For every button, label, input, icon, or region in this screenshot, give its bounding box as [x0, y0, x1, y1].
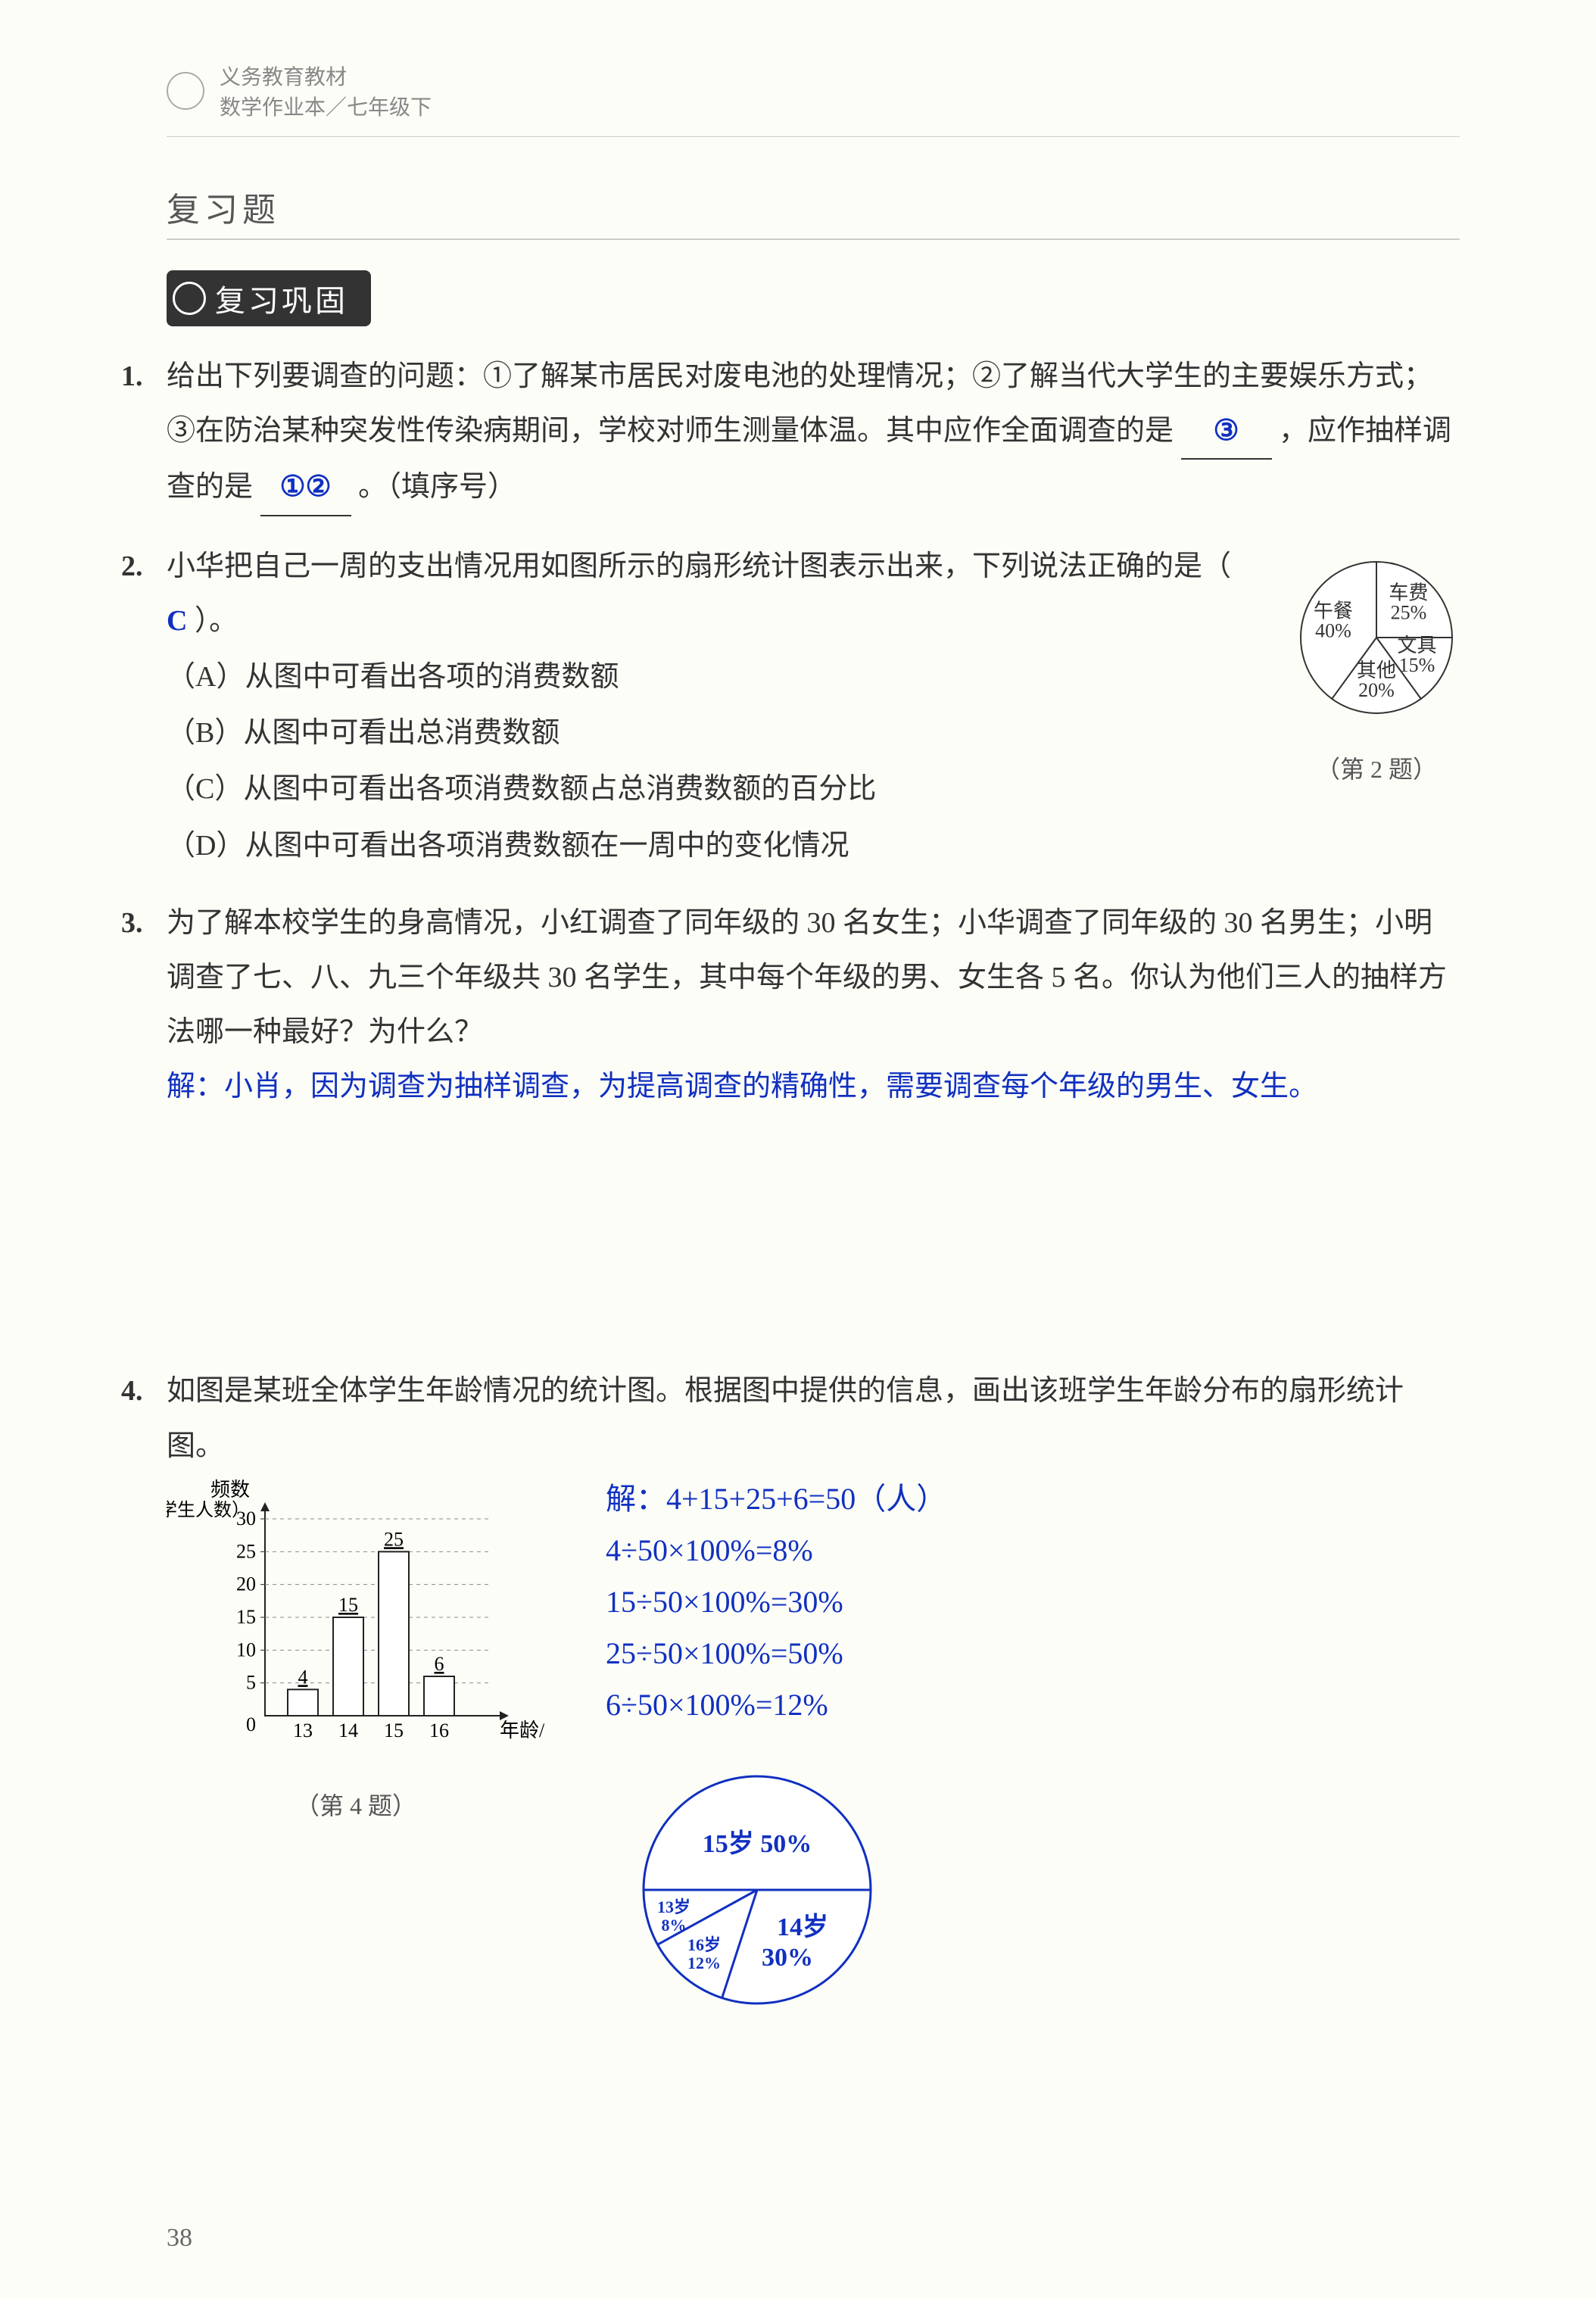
q2-pie-chart: 车费25% 文具15%其他20% 午餐40% — [1293, 554, 1460, 721]
header-line2: 数学作业本／七年级下 — [220, 96, 432, 120]
header-text: 义务教育教材 数学作业本／七年级下 — [220, 61, 432, 121]
q2-option-a: （A）从图中可看出各项的消费数额 — [167, 650, 1248, 704]
svg-text:20: 20 — [236, 1573, 256, 1595]
q4-calc-4: 6÷50×100%=12% — [606, 1679, 946, 1731]
q1-text-c: 。（填序号） — [358, 471, 516, 503]
q4-text: 如图是某班全体学生年龄情况的统计图。根据图中提供的信息，画出该班学生年龄分布的扇… — [167, 1375, 1404, 1461]
badge-text: 复习巩固 — [215, 276, 348, 320]
review-badge: 复习巩固 — [167, 270, 371, 326]
q4-calc-1: 4÷50×100%=8% — [606, 1525, 946, 1576]
q2-options: （A）从图中可看出各项的消费数额 （B）从图中可看出总消费数额 （C）从图中可看… — [167, 650, 1248, 873]
spacer — [167, 1137, 1460, 1273]
svg-text:14: 14 — [338, 1720, 358, 1741]
q4-calc-2: 15÷50×100%=30% — [606, 1576, 946, 1628]
q3-text: 为了解本校学生的身高情况，小红调查了同年级的 30 名女生；小华调查了同年级的 … — [167, 907, 1447, 1048]
q4-content-row: 51015202530041315142515616频数（学生人数）年龄/岁 （… — [167, 1473, 1460, 2075]
svg-text:15: 15 — [236, 1606, 256, 1628]
badge-icon — [173, 282, 206, 315]
logo-icon — [167, 72, 204, 110]
q4-calc-3: 25÷50×100%=50% — [606, 1628, 946, 1679]
q2-caption: （第 2 题） — [1293, 747, 1460, 793]
svg-text:车费: 车费 — [1389, 582, 1428, 603]
page-number: 38 — [167, 2224, 192, 2253]
q2-stem: 小华把自己一周的支出情况用如图所示的扇形统计图表示出来，下列说法正确的是（ — [167, 550, 1231, 582]
svg-text:5: 5 — [246, 1671, 256, 1693]
svg-text:14岁: 14岁 — [777, 1913, 828, 1941]
q4-calc-0: 4+15+25+6=50（人） — [666, 1482, 946, 1516]
q1-blank2: ①② — [260, 460, 351, 516]
header-line1: 义务教育教材 — [220, 66, 347, 89]
question-1: 1. 给出下列要调查的问题：①了解某市居民对废电池的处理情况；②了解当代大学生的… — [167, 349, 1460, 516]
svg-text:25: 25 — [384, 1528, 404, 1550]
q2-option-b: （B）从图中可看出总消费数额 — [167, 706, 1248, 760]
svg-text:12%: 12% — [687, 1953, 721, 1972]
q2-option-d: （D）从图中可看出各项消费数额在一周中的变化情况 — [167, 818, 1248, 873]
svg-text:16岁: 16岁 — [687, 1935, 721, 1954]
svg-text:16: 16 — [429, 1720, 449, 1741]
q2-pie-container: 车费25% 文具15%其他20% 午餐40% （第 2 题） — [1293, 554, 1460, 793]
svg-text:（学生人数）: （学生人数） — [167, 1500, 250, 1520]
question-4: 4. 如图是某班全体学生年龄情况的统计图。根据图中提供的信息，画出该班学生年龄分… — [167, 1364, 1460, 2075]
page: 义务教育教材 数学作业本／七年级下 复习题 复习巩固 1. 给出下列要调查的问题… — [0, 0, 1596, 2298]
question-3: 3. 为了解本校学生的身高情况，小红调查了同年级的 30 名女生；小华调查了同年… — [167, 896, 1460, 1115]
svg-text:8%: 8% — [662, 1916, 687, 1935]
q3-answer: 解：小肖，因为调查为抽样调查，为提高调查的精确性，需要调查每个年级的男生、女生。 — [167, 1059, 1460, 1114]
svg-text:4: 4 — [298, 1666, 308, 1688]
q4-calculations: 解：4+15+25+6=50（人） 4÷50×100%=8% 15÷50×100… — [591, 1473, 946, 1731]
q2-option-c: （C）从图中可看出各项消费数额占总消费数额的百分比 — [167, 762, 1248, 816]
q2-stem-end: ）。 — [195, 605, 238, 637]
svg-text:10: 10 — [236, 1639, 256, 1660]
q3-number: 3. — [121, 896, 143, 950]
svg-text:午餐: 午餐 — [1314, 600, 1353, 622]
svg-text:13岁: 13岁 — [657, 1897, 690, 1916]
svg-text:年龄/岁: 年龄/岁 — [500, 1720, 545, 1741]
svg-text:13: 13 — [293, 1720, 313, 1741]
svg-text:15%: 15% — [1399, 654, 1435, 676]
q4-bar-chart: 51015202530041315142515616频数（学生人数）年龄/岁 — [167, 1473, 545, 1761]
svg-text:15: 15 — [338, 1594, 358, 1616]
q4-caption: （第 4 题） — [167, 1783, 545, 1829]
q1-blank1: ③ — [1181, 404, 1272, 460]
q4-calc-prefix: 解： — [606, 1482, 666, 1516]
textbook-header: 义务教育教材 数学作业本／七年级下 — [167, 61, 1460, 137]
svg-text:40%: 40% — [1315, 619, 1351, 641]
svg-text:15岁 50%: 15岁 50% — [703, 1829, 812, 1858]
question-2: 2. 小华把自己一周的支出情况用如图所示的扇形统计图表示出来，下列说法正确的是（… — [167, 539, 1460, 873]
svg-text:0: 0 — [246, 1713, 256, 1735]
svg-text:15: 15 — [384, 1720, 404, 1741]
svg-text:文具: 文具 — [1397, 635, 1436, 656]
svg-text:20%: 20% — [1358, 679, 1395, 701]
section-title: 复习题 — [167, 182, 1460, 240]
q4-calc-line-0: 解：4+15+25+6=50（人） — [606, 1473, 946, 1525]
q4-calc-and-pie: 解：4+15+25+6=50（人） 4÷50×100%=8% 15÷50×100… — [591, 1473, 946, 2075]
svg-text:其他: 其他 — [1357, 659, 1396, 681]
q2-answer: C — [167, 605, 187, 637]
svg-text:6: 6 — [435, 1653, 444, 1675]
q4-number: 4. — [121, 1364, 143, 1418]
q2-number: 2. — [121, 539, 143, 594]
q1-number: 1. — [121, 349, 143, 404]
svg-text:25%: 25% — [1391, 601, 1427, 623]
q4-answer-pie: 15岁 50% 14岁 30% 16岁12% 13岁8% — [591, 1754, 924, 2056]
svg-text:30%: 30% — [762, 1944, 813, 1972]
q4-barchart-wrap: 51015202530041315142515616频数（学生人数）年龄/岁 （… — [167, 1473, 545, 1829]
svg-text:频数: 频数 — [210, 1479, 250, 1501]
svg-text:25: 25 — [236, 1540, 256, 1562]
